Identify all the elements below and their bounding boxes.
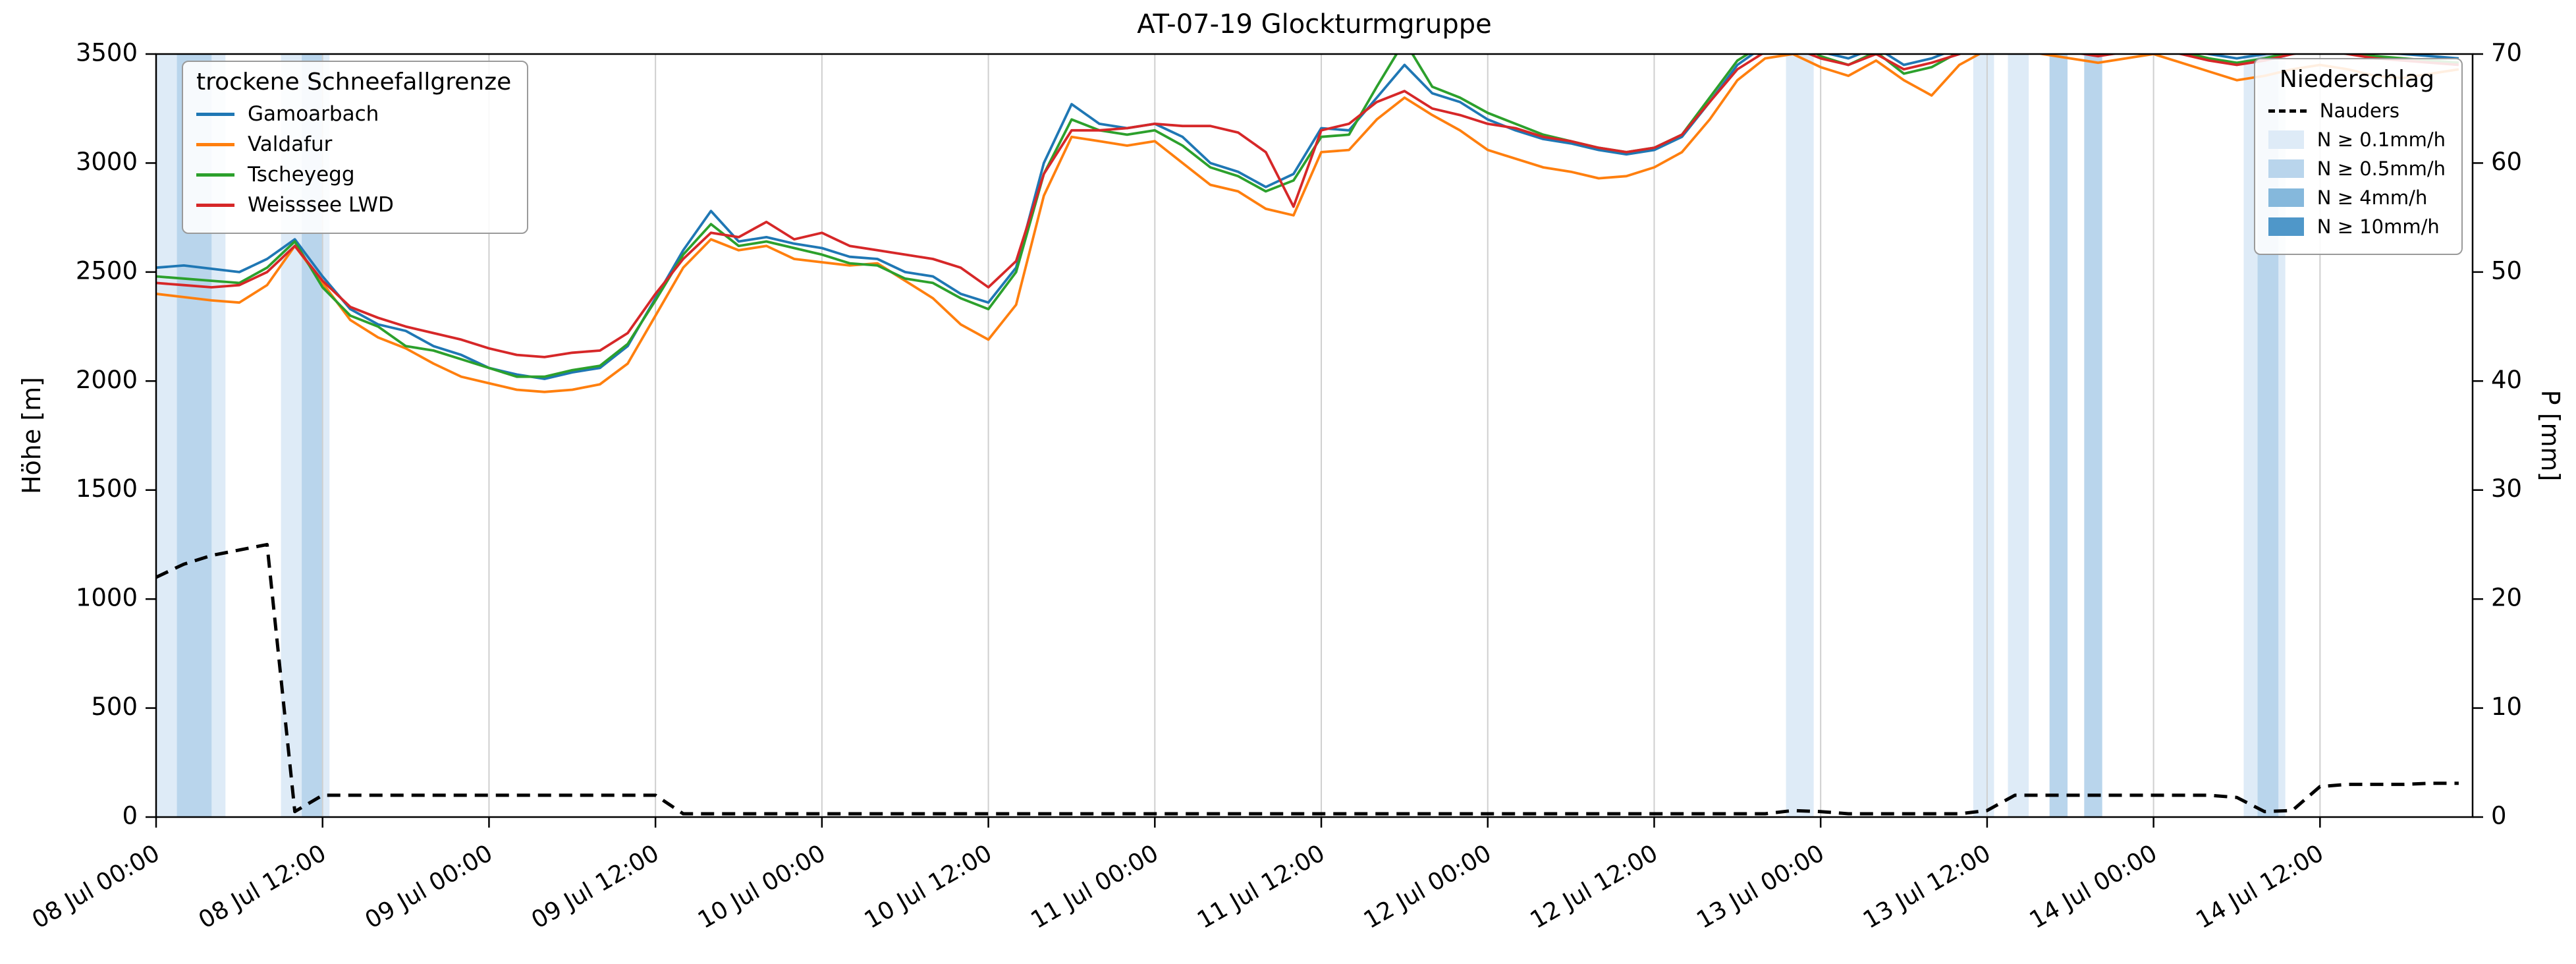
patch-swatch-icon [2268, 159, 2304, 178]
legend-entry-precip-05: N ≥ 0.5mm/h [2268, 157, 2446, 180]
patch-swatch-icon [2268, 188, 2304, 207]
legend-entry-valdafur: Valdafur [196, 132, 511, 156]
legend-snowline-title: trockene Schneefallgrenze [196, 69, 512, 96]
y-axis-label-right: P [mm] [2536, 389, 2565, 482]
legend-entry-label: N ≥ 0.1mm/h [2316, 128, 2446, 151]
legend-entry-precip-01: N ≥ 0.1mm/h [2268, 128, 2446, 151]
legend-entry-label: N ≥ 0.5mm/h [2316, 157, 2446, 180]
legend-entry-label: Tscheyegg [248, 163, 355, 186]
precip-band [1973, 54, 1994, 817]
y-tick-label-left: 3500 [76, 39, 138, 67]
axes-frame [155, 53, 2474, 818]
y-tick-label-left: 500 [91, 693, 138, 721]
y-tick-label-left: 2000 [76, 366, 138, 394]
legend-snowline: trockene Schneefallgrenze Gamoarbach Val… [182, 61, 529, 234]
y-tick-label-left: 1000 [76, 584, 138, 612]
x-tick-label: 10 Jul 00:00 [694, 839, 830, 934]
y-tick-label-left: 2500 [76, 256, 138, 285]
legend-entry-precip-10: N ≥ 10mm/h [2268, 215, 2446, 238]
series-lines [156, 54, 2459, 816]
x-tick-label: 14 Jul 00:00 [2025, 839, 2162, 934]
legend-entry-label: N ≥ 10mm/h [2316, 215, 2440, 238]
legend-entry-weisssee-lwd: Weisssee LWD [196, 193, 511, 217]
precip-band [2084, 54, 2102, 817]
y-tick-label-right: 40 [2491, 366, 2522, 394]
precip-band [2008, 54, 2029, 817]
y-tick-label-right: 30 [2491, 474, 2522, 503]
patch-swatch-icon [2268, 217, 2304, 236]
line-swatch-icon [196, 112, 234, 116]
x-tick-label: 09 Jul 12:00 [527, 839, 663, 934]
y-tick-label-left: 3000 [76, 148, 138, 176]
x-tick-label: 10 Jul 12:00 [860, 839, 997, 934]
legend-entry-gamoarbach: Gamoarbach [196, 102, 511, 126]
legend-entry-label: Weisssee LWD [248, 193, 394, 217]
line-swatch-icon [196, 142, 234, 146]
line-swatch-icon [196, 173, 234, 177]
x-tick-label: 11 Jul 12:00 [1193, 839, 1329, 934]
series-valdafur [156, 54, 2459, 393]
precip-band [2049, 54, 2068, 817]
y-tick-label-right: 50 [2491, 256, 2522, 285]
legend-entry-label: Gamoarbach [248, 102, 379, 126]
x-tick-label: 09 Jul 00:00 [360, 839, 497, 934]
legend-entry-precip-4: N ≥ 4mm/h [2268, 186, 2446, 209]
y-tick-label-left: 0 [122, 802, 138, 830]
x-tick-label: 08 Jul 12:00 [194, 839, 331, 934]
legend-precipitation: Niederschlag Nauders N ≥ 0.1mm/h N ≥ 0.5… [2253, 58, 2463, 255]
x-tick-label: 13 Jul 12:00 [1859, 839, 1995, 934]
y-tick-label-right: 20 [2491, 584, 2522, 612]
dashed-line-swatch-icon [2268, 109, 2307, 113]
line-swatch-icon [196, 203, 234, 207]
y-tick-label-right: 60 [2491, 148, 2522, 176]
legend-entry-label: N ≥ 4mm/h [2316, 186, 2428, 209]
series-nauders [156, 542, 2459, 816]
y-tick-label-right: 70 [2491, 39, 2522, 67]
x-tick-label: 11 Jul 00:00 [1026, 839, 1163, 934]
precip-band [1786, 54, 1814, 817]
series-tscheyegg [156, 54, 2459, 378]
y-tick-label-right: 0 [2491, 802, 2507, 830]
x-tick-label: 13 Jul 00:00 [1692, 839, 1828, 934]
legend-entry-label: Nauders [2319, 99, 2399, 122]
series-weisssee-lwd [156, 54, 2459, 358]
y-axis-label-left: Höhe [m] [17, 376, 46, 495]
x-tick-label: 14 Jul 12:00 [2191, 839, 2328, 934]
patch-swatch-icon [2268, 130, 2304, 149]
legend-entry-nauders: Nauders [2268, 99, 2446, 122]
legend-precipitation-title: Niederschlag [2279, 66, 2434, 93]
legend-entry-tscheyegg: Tscheyegg [196, 163, 511, 186]
series-gamoarbach [156, 54, 2459, 380]
y-tick-label-right: 10 [2491, 693, 2522, 721]
x-tick-label: 08 Jul 00:00 [28, 839, 164, 934]
x-tick-label: 12 Jul 12:00 [1526, 839, 1662, 934]
x-tick-label: 12 Jul 00:00 [1359, 839, 1496, 934]
chart-title: AT-07-19 Glockturmgruppe [1137, 9, 1492, 40]
legend-entry-label: Valdafur [248, 132, 333, 156]
y-tick-label-left: 1500 [76, 474, 138, 503]
